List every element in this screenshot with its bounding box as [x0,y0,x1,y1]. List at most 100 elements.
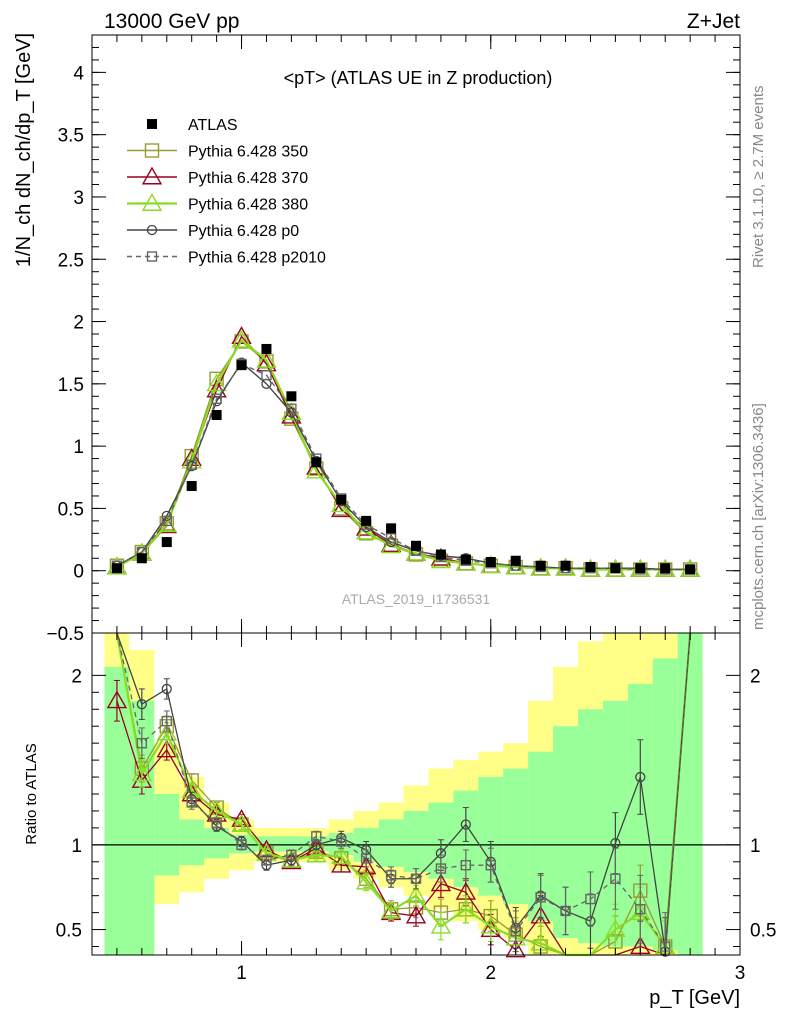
ratio-point-p2010 [360,853,372,864]
ratio-point-p370 [505,939,526,958]
ratio-xtick-label: 2 [485,963,496,984]
ratio-point-p2010 [336,836,347,847]
top-ylabel: 1/N_ch dN_ch/dp_T [GeV] [13,33,35,267]
point-p370 [231,326,252,344]
ratio-point-p0 [610,837,621,849]
point-atlas [560,560,571,571]
legend-label-atlas: ATLAS [188,117,238,134]
ratio-point-p0 [161,683,172,695]
series-atlas [111,343,696,575]
ratio-point-p380 [156,722,177,741]
analysis-watermark: ATLAS_2019_I1736531 [342,591,491,607]
ratio-point-p380 [355,871,377,890]
point-atlas [161,537,172,548]
point-atlas [111,563,122,574]
ratio-point-p2010 [410,873,422,884]
ratio-ytick-label-right: 1 [750,836,761,857]
legend-item-p0: Pythia 6.428 p0 [127,223,299,240]
legend-label-p380: Pythia 6.428 380 [188,197,308,214]
point-atlas [635,563,646,574]
ratio-line-p380 [115,632,692,957]
legend-label-p350: Pythia 6.428 350 [188,144,308,161]
top-ytick-label: 0 [73,562,84,583]
legend-marker-p350 [144,143,160,158]
ratio-point-p380 [231,814,252,832]
series-p350 [109,334,698,577]
point-atlas [361,515,372,526]
ratio-ytick-label-right: 2 [750,666,761,687]
legend-marker-p2010 [146,251,158,262]
legend-marker-p370 [141,166,163,185]
ratio-xlabel: p_T [GeV] [649,987,740,1009]
ratio-point-p2010 [510,926,521,937]
point-atlas [236,360,247,371]
legend-item-p380: Pythia 6.428 380 [127,193,308,214]
ratio-point-p2010 [186,797,197,808]
band-inner-bin [204,827,230,859]
ratio-point-p380 [455,898,477,917]
legend-item-p370: Pythia 6.428 370 [127,166,308,187]
point-atlas [660,563,671,574]
point-atlas [610,563,621,574]
ratio-point-p370 [405,905,427,924]
ratio-point-p2010 [485,859,496,871]
legend-label-p0: Pythia 6.428 p0 [188,223,299,240]
point-atlas [186,480,197,491]
point-p380 [206,373,227,392]
point-p380 [256,349,277,368]
point-atlas [211,409,222,420]
ratio-point-p2010 [385,870,397,881]
band-inner-bin [403,810,429,872]
ratio-ytick-label-right: 0.5 [750,921,776,942]
top-ytick-label: 3.5 [58,126,84,147]
point-atlas [460,554,471,565]
point-atlas [386,523,397,534]
ratio-point-p380 [605,919,626,938]
ratio-point-p2010 [211,817,222,829]
header-left: 13000 GeV pp [104,10,239,33]
mcplots-label: mcplots.cern.ch [arXiv:1306.3436] [750,403,767,630]
ratio-xtick-label: 3 [735,963,746,984]
ratio-plot-panel: 0.5 0.5 1 1 2 2 1 2 3 Ratio to ATLAS p_T [GeV] [23,632,776,1009]
ratio-point-p2010 [286,849,297,861]
ratio-point-p2010 [311,831,322,842]
series-line-p380 [116,338,691,571]
point-atlas [585,561,596,572]
point-p2010 [286,403,297,414]
point-atlas [336,494,347,505]
point-atlas [136,553,147,564]
legend-item-atlas: ATLAS [147,117,238,134]
legend: ATLAS Pythia 6.428 350 Pythia 6.428 370 Pyt… [127,117,326,267]
ratio-point-p2010 [161,715,172,727]
ratio-point-p380 [131,763,153,782]
point-p2010 [261,369,272,381]
legend-marker-p0 [146,224,158,236]
legend-marker-p380 [141,193,163,211]
ratio-ytick-label: 0.5 [56,921,82,942]
ratio-point-p380 [331,846,352,865]
point-atlas [261,343,272,354]
ratio-point-p370 [430,873,452,892]
legend-label-p370: Pythia 6.428 370 [188,170,308,187]
rivet-label: Rivet 3.1.10, ≥ 2.7M events [750,86,767,269]
point-p370 [281,405,302,424]
ratio-ytick-label: 1 [71,836,82,857]
ratio-point-p380 [430,915,452,934]
point-atlas [435,549,446,560]
point-p380 [231,329,252,348]
band-inner-bin [503,768,529,905]
top-ytick-label: 4 [73,63,84,84]
band-inner-bin [179,819,205,866]
point-atlas [286,391,297,402]
ratio-point-p370 [156,739,177,758]
band-inner-bin [378,819,404,867]
ratio-point-p0 [635,771,646,783]
chart-title: <pT> (ATLAS UE in Z production) [284,68,553,88]
band-inner-bin [677,633,703,955]
header-right: Z+Jet [687,10,740,33]
legend-item-p2010: Pythia 6.428 p2010 [127,250,326,267]
main-plot-panel: −0.5 0 0.5 1 1.5 2 2.5 3 3.5 4 <pT> (ATLAS UE in … [13,33,741,645]
point-atlas [311,457,322,468]
point-atlas [411,540,421,551]
point-atlas [535,560,546,571]
